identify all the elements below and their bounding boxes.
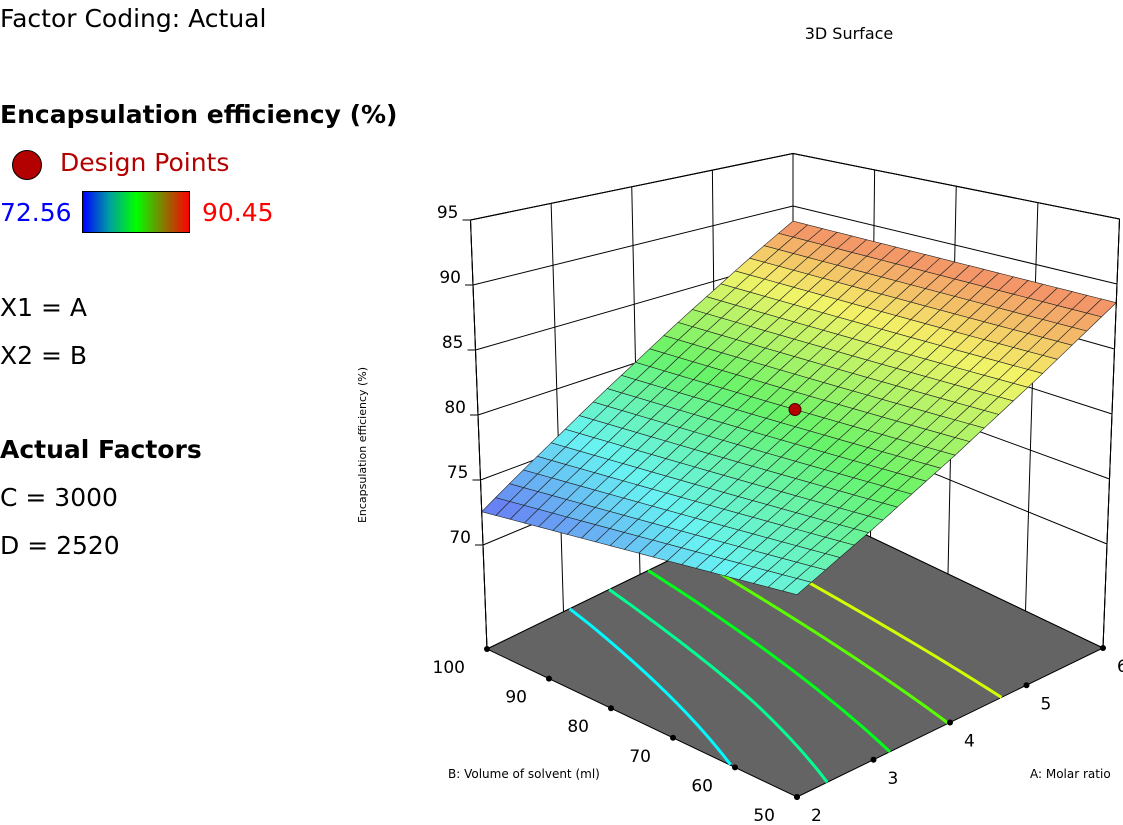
actual-factors-title: Actual Factors <box>0 435 202 464</box>
factor-coding-label: Factor Coding: Actual <box>0 4 267 33</box>
design-point <box>788 403 802 417</box>
wall-gridline <box>550 203 564 612</box>
wall-gridline <box>792 205 1118 285</box>
wall-gridline <box>1025 202 1039 612</box>
y-tick <box>484 646 490 652</box>
x-axis-label: A: Molar ratio <box>1030 767 1111 781</box>
color-scale-bar <box>82 191 190 233</box>
x-tick <box>947 719 953 726</box>
x-tick <box>794 794 800 800</box>
box-edge <box>792 153 1120 220</box>
y-tick-label: 80 <box>567 717 589 737</box>
contour-line <box>647 569 891 753</box>
factor-x1-mapping: X1 = A <box>0 293 87 322</box>
wall-gridline <box>472 205 794 286</box>
response-title: Encapsulation efficiency (%) <box>0 100 398 129</box>
factor-x2-mapping: X2 = B <box>0 341 88 370</box>
z-tick-label: 95 <box>437 203 459 223</box>
y-tick-label: 50 <box>753 806 775 825</box>
z-axis-label: Encapsulation efficiency (%) <box>356 367 369 523</box>
contour-line <box>568 607 732 766</box>
z-tick-label: 70 <box>449 528 471 548</box>
design-points-legend-label: Design Points <box>60 148 230 177</box>
y-tick <box>546 675 552 682</box>
z-tick-label: 75 <box>447 463 469 483</box>
y-axis-label: B: Volume of solvent (ml) <box>448 767 600 781</box>
design-point-legend-marker <box>12 150 42 180</box>
x-tick <box>1023 682 1030 689</box>
y-tick-label: 100 <box>433 658 465 678</box>
x-tick-label: 2 <box>811 806 822 825</box>
z-axis-line <box>470 219 488 650</box>
box-edge <box>470 153 794 221</box>
y-tick <box>732 764 738 771</box>
y-tick-label: 60 <box>691 776 713 796</box>
x-tick-label: 4 <box>964 732 975 752</box>
y-tick <box>608 705 614 712</box>
box-edge <box>1102 218 1120 649</box>
z-tick-label: 85 <box>442 333 464 353</box>
x-tick-label: 3 <box>888 769 899 789</box>
chart-title: 3D Surface <box>805 24 894 43</box>
factor-c-value: C = 3000 <box>0 483 118 512</box>
contour-line <box>608 588 829 784</box>
y-tick-label: 70 <box>629 747 651 767</box>
factor-d-value: D = 2520 <box>0 531 120 560</box>
x-tick-label: 5 <box>1041 694 1052 714</box>
color-scale-max: 90.45 <box>202 198 274 227</box>
y-tick <box>670 734 676 741</box>
color-scale-min: 72.56 <box>0 198 72 227</box>
z-tick-label: 90 <box>439 268 461 288</box>
x-tick-label: 6 <box>1117 657 1123 677</box>
z-tick-label: 80 <box>444 398 466 418</box>
y-tick-label: 90 <box>505 688 527 708</box>
surface-patch <box>781 578 812 596</box>
contour-line <box>684 551 950 725</box>
x-tick <box>870 756 877 763</box>
